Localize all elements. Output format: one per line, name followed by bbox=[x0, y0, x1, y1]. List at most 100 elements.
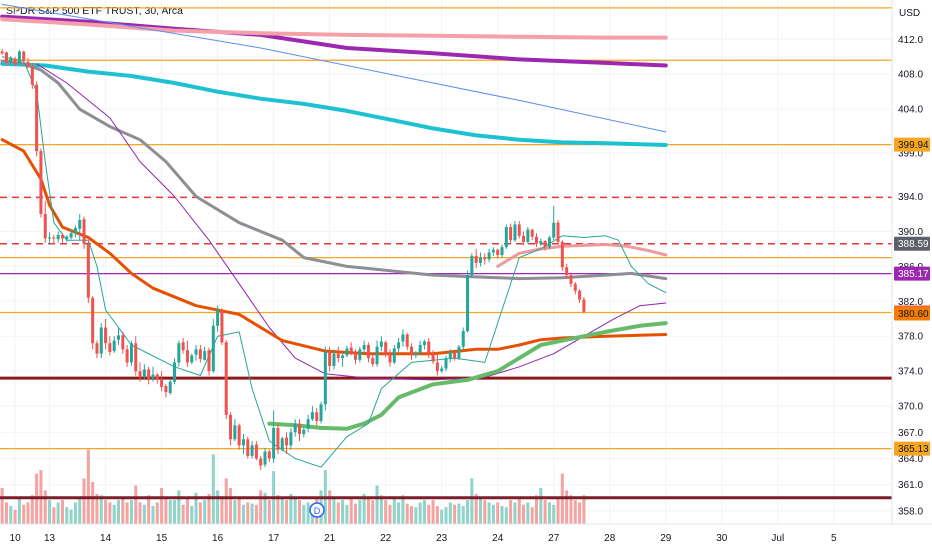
indicator-line bbox=[0, 61, 668, 147]
candle bbox=[543, 240, 547, 251]
candle bbox=[440, 365, 444, 373]
y-tick-label: 394.0 bbox=[898, 192, 923, 203]
candle bbox=[410, 343, 414, 360]
time-axis[interactable]: 10 13 14 15 16 17 21 22 23 24 27 28 29 30 Jul 5 bbox=[0, 523, 932, 544]
dividend-marker[interactable]: D bbox=[309, 502, 325, 518]
candle bbox=[323, 346, 327, 411]
y-tick-label: 408.0 bbox=[898, 70, 923, 81]
volume-bar bbox=[302, 504, 306, 524]
volume-bar bbox=[534, 495, 539, 524]
volume-bar bbox=[43, 490, 47, 524]
candle bbox=[332, 349, 336, 370]
horizontal-levels[interactable] bbox=[0, 7, 892, 500]
volume-bar bbox=[125, 502, 129, 524]
y-tick-label: 358.0 bbox=[898, 506, 923, 517]
price-axis[interactable]: USD 358.0 361.0 364.0 367.0 370.0 374.0 378.0 3… bbox=[891, 0, 923, 524]
candle bbox=[233, 419, 237, 442]
candle bbox=[30, 62, 34, 90]
candle bbox=[9, 55, 13, 65]
volume-bar bbox=[82, 478, 86, 524]
candle bbox=[177, 340, 181, 367]
x-tick-label: Jul bbox=[771, 533, 784, 544]
candle bbox=[444, 355, 448, 372]
candle bbox=[164, 384, 168, 398]
volume-bar bbox=[539, 488, 543, 524]
volume-bar bbox=[513, 502, 517, 524]
volume-bar bbox=[190, 506, 194, 524]
volume-bar bbox=[414, 507, 418, 524]
volume-bar bbox=[336, 502, 340, 524]
candle bbox=[556, 220, 560, 245]
y-tick-label: 382.0 bbox=[898, 297, 923, 308]
volume-bar bbox=[229, 488, 233, 524]
candle bbox=[414, 351, 418, 359]
candle bbox=[315, 407, 319, 426]
candle bbox=[504, 224, 508, 249]
price-tag: 388.59 bbox=[894, 236, 930, 251]
x-tick-label: 21 bbox=[324, 533, 336, 544]
candle bbox=[43, 200, 47, 243]
volume-bar bbox=[341, 500, 345, 524]
volume-bar bbox=[78, 497, 82, 524]
volume-bar bbox=[371, 500, 375, 524]
candle bbox=[293, 419, 297, 437]
candle bbox=[65, 234, 69, 242]
candle bbox=[48, 232, 52, 245]
candle bbox=[250, 441, 254, 459]
volume-bar bbox=[349, 497, 353, 524]
candle bbox=[173, 358, 177, 385]
candle bbox=[134, 336, 138, 376]
volume-bar bbox=[168, 500, 172, 524]
volume-bar bbox=[578, 502, 582, 524]
candle bbox=[578, 289, 582, 304]
candle bbox=[483, 253, 487, 265]
candle bbox=[470, 253, 474, 277]
volume-bar bbox=[530, 507, 534, 524]
volume-bar bbox=[297, 500, 301, 524]
y-tick-label: 370.0 bbox=[898, 402, 923, 413]
candle bbox=[138, 362, 142, 382]
volume-bar bbox=[306, 502, 310, 524]
x-tick-label: 23 bbox=[436, 533, 448, 544]
candle bbox=[52, 234, 56, 244]
y-tick-label: 361.0 bbox=[898, 480, 923, 491]
candle bbox=[254, 441, 258, 461]
x-tick-label: 15 bbox=[156, 533, 168, 544]
candle bbox=[147, 366, 151, 385]
candle bbox=[509, 223, 513, 244]
volume-bar bbox=[293, 497, 297, 524]
candle bbox=[194, 344, 198, 361]
volume-bar bbox=[60, 500, 64, 524]
volume-bar bbox=[422, 500, 426, 524]
candle bbox=[263, 448, 267, 468]
indicator-line bbox=[496, 243, 668, 268]
candle bbox=[453, 351, 457, 361]
x-tick-label: 5 bbox=[831, 533, 837, 544]
volume-bar bbox=[237, 497, 241, 524]
candle bbox=[224, 339, 228, 420]
candle bbox=[82, 216, 86, 249]
y-tick-label: 399.0 bbox=[898, 148, 923, 159]
candle bbox=[573, 282, 577, 295]
candle bbox=[427, 337, 431, 359]
candle bbox=[336, 346, 340, 363]
volume-bar bbox=[160, 488, 164, 524]
volume-bar bbox=[543, 500, 547, 524]
candle bbox=[116, 327, 121, 345]
candle bbox=[397, 337, 401, 352]
volume-bar bbox=[267, 500, 271, 524]
candle bbox=[185, 340, 189, 367]
volume-bar bbox=[99, 495, 103, 524]
volume-bars bbox=[0, 449, 586, 524]
volume-bar bbox=[405, 503, 409, 524]
volume-bar bbox=[211, 454, 215, 524]
candle bbox=[73, 225, 77, 238]
y-tick-label: 364.0 bbox=[898, 454, 923, 465]
volume-bar bbox=[112, 504, 116, 524]
volume-bar bbox=[431, 500, 435, 524]
candle bbox=[302, 427, 306, 438]
volume-bar bbox=[517, 497, 521, 524]
volume-bar bbox=[388, 504, 392, 524]
